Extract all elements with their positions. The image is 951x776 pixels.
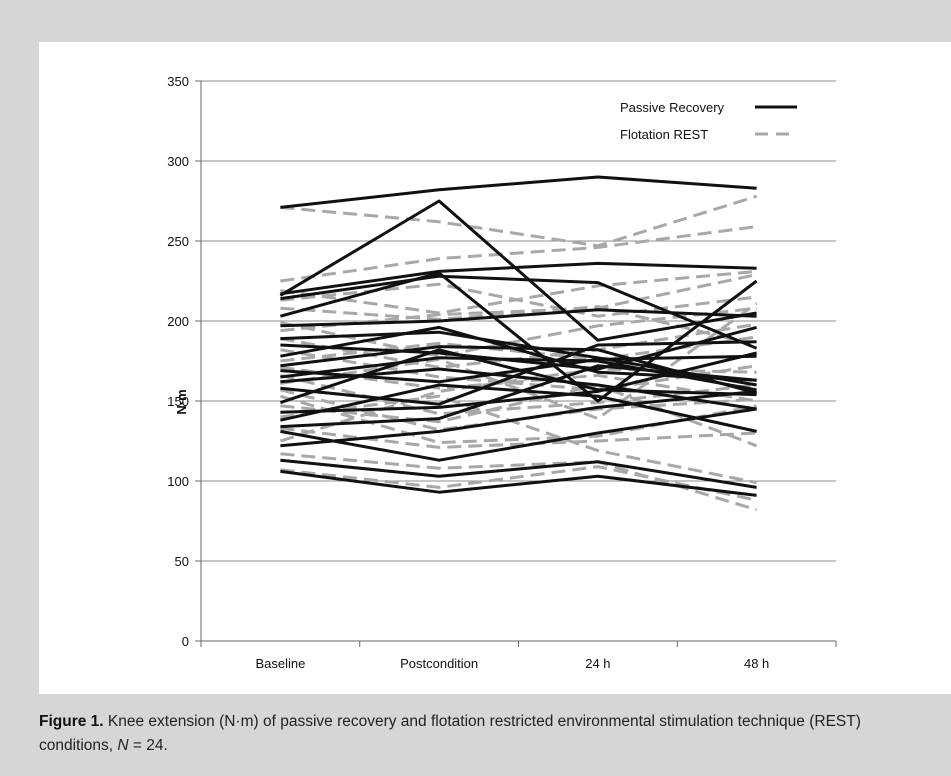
legend: Passive Recovery Flotation REST <box>620 100 797 142</box>
flotation-rest-series-line <box>280 426 757 449</box>
passive-recovery-series-line <box>280 271 758 403</box>
flotation-rest-series-line <box>280 373 757 416</box>
passive-recovery-series-line <box>280 458 757 489</box>
passive-recovery-series-line <box>280 364 757 429</box>
y-tick-label: 0 <box>182 634 189 649</box>
passive-recovery-series-line <box>280 383 757 433</box>
passive-recovery-series-line <box>280 261 757 296</box>
flotation-rest-series-line <box>280 225 757 283</box>
y-tick-label: 350 <box>167 74 189 89</box>
line-chart: 0 50 100 150 200 250 300 350 Baseline Postconditi… <box>167 74 837 671</box>
figure-caption: Figure 1. Knee extension (N·m) of passiv… <box>39 710 934 758</box>
flotation-rest-series-line <box>280 348 757 392</box>
flotation-rest-series-line <box>280 194 758 248</box>
flotation-rest-series-line <box>280 394 757 485</box>
legend-label: Flotation REST <box>620 127 708 142</box>
passive-recovery-series-line <box>280 469 757 497</box>
gridlines <box>201 80 836 562</box>
flotation-rest-series-line <box>280 282 757 318</box>
passive-recovery-series-line <box>280 274 758 350</box>
flotation-rest-series-line <box>280 273 757 333</box>
y-tick-label: 150 <box>167 394 189 409</box>
passive-recovery-series-line <box>280 340 757 406</box>
flotation-rest-series-line <box>280 302 758 421</box>
y-tick-label: 250 <box>167 234 189 249</box>
data-series <box>279 175 758 512</box>
y-tick-label: 300 <box>167 154 189 169</box>
passive-recovery-series-line <box>280 356 757 392</box>
x-tick-label: 48 h <box>744 656 769 671</box>
x-tick-label: Baseline <box>255 656 305 671</box>
legend-label: Passive Recovery <box>620 100 725 115</box>
caption-text: Knee extension (N·m) of passive recovery… <box>39 713 861 754</box>
passive-recovery-series-line <box>279 348 757 405</box>
y-axis-label: N·m <box>174 389 189 414</box>
passive-recovery-series-line <box>280 175 757 209</box>
y-tick-label: 50 <box>175 554 189 569</box>
y-tick-label: 100 <box>167 474 189 489</box>
y-tick-label: 200 <box>167 314 189 329</box>
passive-recovery-series-line <box>280 389 757 448</box>
figure-label: Figure 1. <box>39 713 104 730</box>
x-tick-label: 24 h <box>585 656 610 671</box>
x-tick-label: Postcondition <box>400 656 478 671</box>
passive-recovery-series-line <box>280 325 757 371</box>
flotation-rest-series-line <box>280 465 757 502</box>
caption-n-symbol: N <box>117 737 129 754</box>
passive-recovery-series-line <box>280 407 757 462</box>
axes: 0 50 100 150 200 250 300 350 Baseline Postconditi… <box>167 74 837 671</box>
passive-recovery-series-line <box>280 308 757 328</box>
flotation-rest-series-line <box>280 383 758 448</box>
passive-recovery-series-line <box>279 199 757 342</box>
caption-text-end: = 24. <box>128 737 168 754</box>
flotation-rest-series-line <box>280 365 757 403</box>
figure-panel: 0 50 100 150 200 250 300 350 Baseline Postconditi… <box>39 42 951 694</box>
